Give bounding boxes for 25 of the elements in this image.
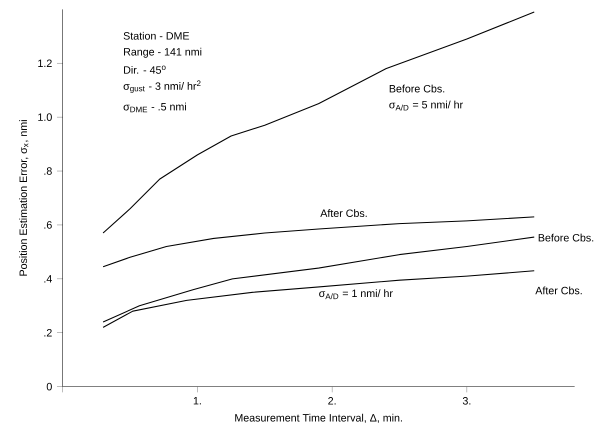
annotation: Dir. - 45$^{o}$ bbox=[124, 66, 166, 74]
annotation: Station - DME bbox=[124, 32, 190, 40]
line-series bbox=[102, 216, 535, 268]
y-axis-title: Position Estimation Error, σ$_{x}$, nmi bbox=[19, 120, 28, 276]
annotation: σ$_{DME}$ - .5 nmi bbox=[124, 102, 186, 112]
annotation: σ$_{A/D}$ = 1 nmi/ hr bbox=[319, 289, 393, 300]
y-tick-label: .2 bbox=[44, 329, 52, 336]
x-axis-title: Measurement Time Interval, Δ, min. bbox=[235, 414, 402, 423]
y-tick-label: 1.0 bbox=[38, 113, 52, 121]
x-tick-label: 1. bbox=[194, 397, 201, 404]
line-series bbox=[102, 11, 535, 234]
y-tick-label: .8 bbox=[44, 167, 52, 175]
y-tick-label: .6 bbox=[44, 221, 52, 229]
annotation: Before Cbs. bbox=[390, 84, 444, 92]
x-tick-label: 2. bbox=[328, 397, 336, 405]
annotation: Range - 141 nmi bbox=[124, 48, 202, 58]
x-tick-label: 3. bbox=[462, 397, 470, 405]
y-tick-label: .4 bbox=[44, 275, 52, 283]
annotation: σ$_{gust}$ - 3 nmi/ hr$^{2}$ bbox=[124, 80, 201, 93]
y-tick-label: 1.2 bbox=[38, 60, 52, 67]
annotation: σ$_{A/D}$ = 5 nmi/ hr bbox=[389, 100, 463, 111]
y-tick-label: 0 bbox=[46, 382, 52, 390]
annotation: After Cbs. bbox=[320, 209, 367, 217]
annotation: After Cbs. bbox=[535, 286, 582, 294]
annotation: Before Cbs. bbox=[538, 234, 594, 242]
